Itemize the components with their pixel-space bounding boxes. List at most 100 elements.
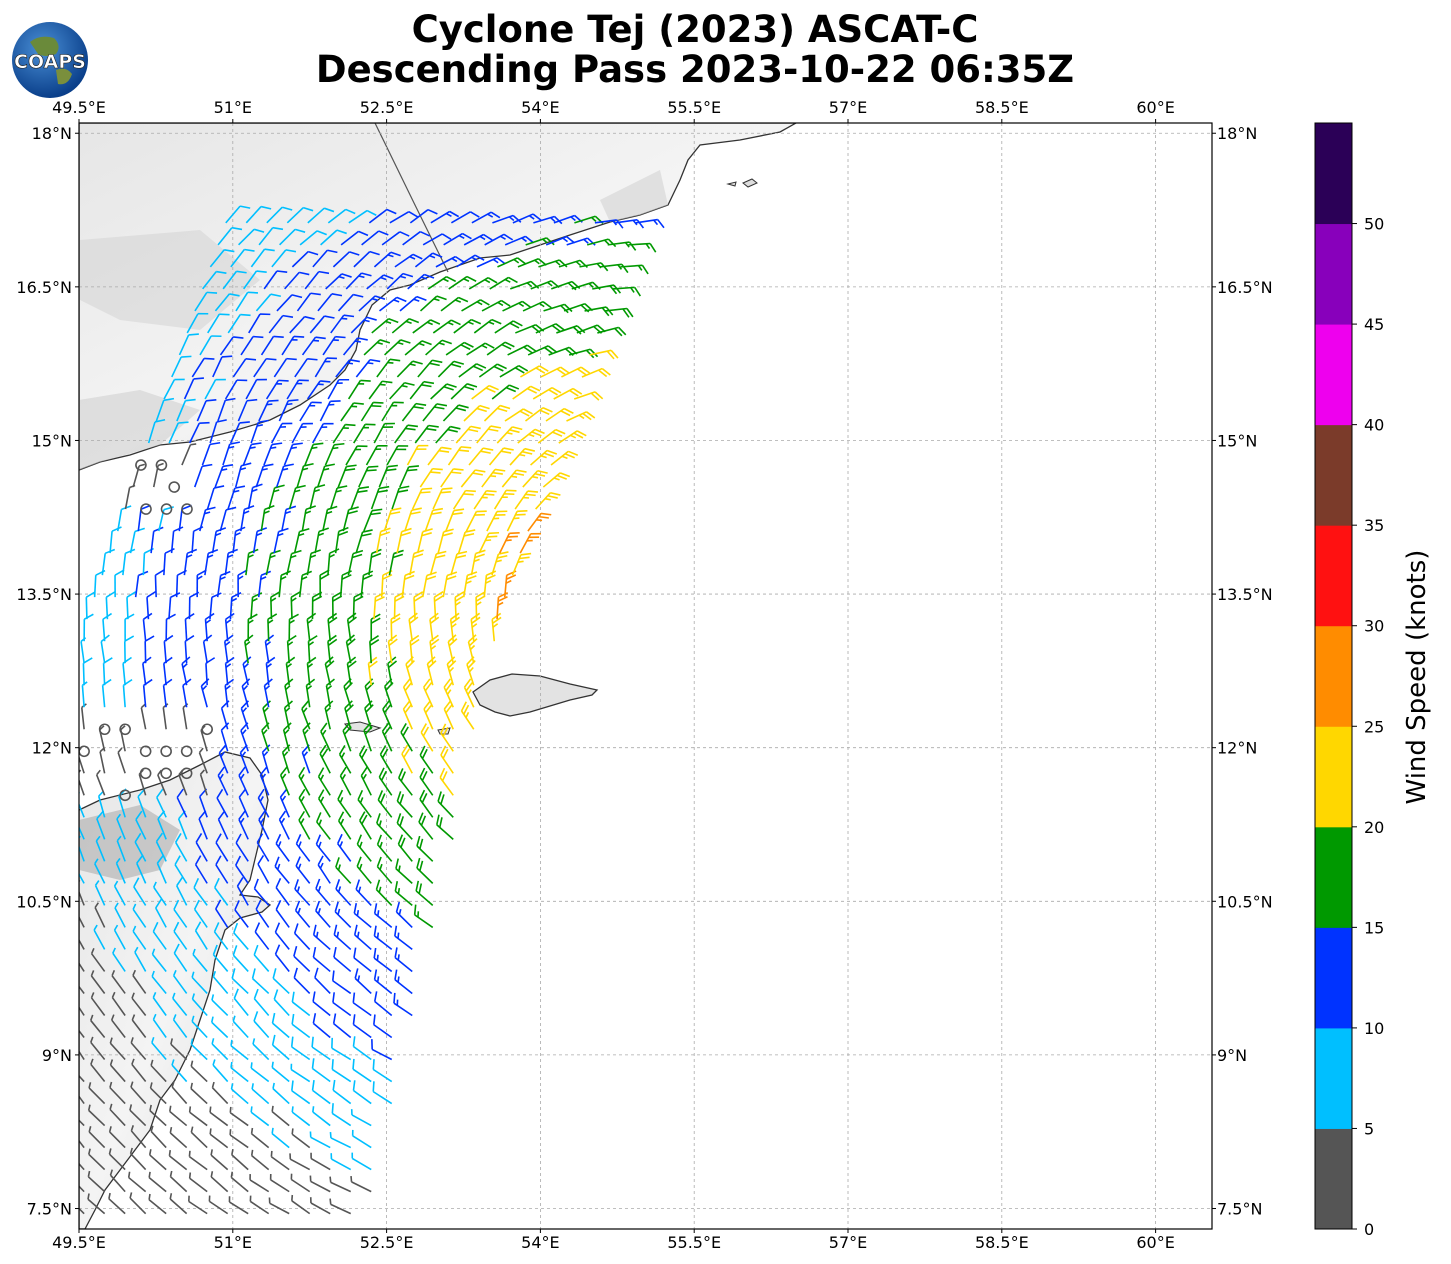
wind-barb: [171, 1059, 188, 1083]
wind-barb: [90, 1058, 106, 1083]
wind-barb: [108, 1192, 126, 1215]
wind-barb: [113, 924, 126, 950]
wind-barb: [234, 462, 252, 488]
wind-barb: [353, 924, 372, 951]
wind-barb: [310, 1152, 331, 1171]
wind-barb: [478, 531, 500, 554]
wind-barb: [214, 464, 234, 488]
wind-barb: [413, 591, 424, 620]
wind-barb: [481, 468, 506, 488]
wind-barb: [311, 422, 334, 444]
wind-barb: [419, 789, 434, 818]
wind-barb: [209, 1128, 229, 1149]
wind-barb: [264, 634, 275, 664]
wind-barb: [476, 425, 502, 444]
wind-barb: [176, 398, 196, 422]
wind-barb: [309, 1175, 331, 1193]
wind-barb: [291, 1128, 311, 1149]
wind-barb: [272, 968, 290, 995]
wind-barb: [156, 788, 167, 818]
wind-barb: [93, 924, 106, 950]
wind-barb: [152, 921, 167, 950]
wind-barb: [170, 1038, 188, 1061]
wind-barb: [233, 922, 249, 950]
wind-barb: [148, 1171, 167, 1193]
wind-barb: [79, 813, 85, 840]
wind-barb: [257, 788, 270, 818]
wind-barb: [108, 1126, 126, 1149]
wind-barb: [421, 571, 437, 598]
wind-barb: [327, 634, 338, 664]
wind-barb: [152, 991, 167, 1016]
wind-barb: [373, 991, 393, 1017]
wind-barb: [285, 656, 296, 686]
colorbar-tick-label: 25: [1364, 717, 1384, 736]
wind-barb: [517, 428, 545, 444]
wind-barb: [312, 991, 331, 1017]
wind-barb: [79, 996, 85, 1016]
wind-barb: [154, 898, 167, 928]
wind-barb: [250, 1106, 270, 1127]
wind-barb: [493, 489, 517, 510]
wind-barb: [218, 744, 229, 774]
wind-barb: [337, 811, 352, 840]
wind-barb: [90, 970, 106, 994]
wind-barb: [339, 570, 352, 598]
wind-barb: [276, 463, 294, 488]
wind-barb: [331, 1037, 352, 1061]
wind-barb: [352, 1058, 372, 1083]
wind-barb: [288, 613, 299, 642]
wind-barb: [142, 656, 152, 686]
arabia-shading-2: [79, 390, 200, 470]
wind-barb: [275, 833, 290, 862]
wind-barb: [455, 425, 481, 444]
wind-barb: [168, 481, 181, 493]
wind-barb: [302, 722, 311, 752]
wind-barb: [147, 418, 166, 444]
wind-barb: [447, 446, 472, 466]
wind-barb: [79, 1064, 85, 1083]
wind-barb: [306, 380, 331, 400]
wind-barb: [217, 810, 229, 840]
wind-barb: [401, 744, 413, 774]
wind-barb: [237, 398, 258, 422]
wind-barb: [83, 613, 94, 642]
wind-barb: [173, 899, 188, 928]
wind-barb: [311, 1058, 331, 1083]
wind-barb: [212, 944, 229, 972]
wind-barb: [364, 700, 374, 730]
wind-barb: [506, 510, 528, 532]
wind-barb: [256, 833, 270, 862]
wind-barb: [278, 570, 291, 598]
wind-barb: [419, 767, 434, 796]
wind-barb: [357, 789, 372, 818]
wind-barb: [325, 678, 335, 708]
wind-barb: [131, 992, 147, 1016]
wind-barb: [301, 700, 311, 730]
wind-barb: [201, 723, 213, 736]
wind-barb: [370, 485, 390, 510]
wind-barb: [282, 722, 292, 752]
wind-barb: [219, 506, 237, 532]
wind-barb: [163, 547, 175, 576]
wind-barb: [331, 1059, 352, 1083]
wind-barb: [295, 856, 311, 884]
wind-barb: [165, 613, 176, 642]
wind-barb: [224, 379, 248, 400]
colorbar-tick-label: 35: [1364, 516, 1384, 535]
wind-barb: [275, 877, 290, 906]
wind-barb: [423, 700, 434, 730]
wind-barb: [231, 1149, 249, 1171]
wind-barb: [270, 422, 293, 444]
wind-barb: [315, 900, 331, 928]
wind-barb: [258, 399, 279, 422]
wind-barb: [413, 904, 434, 929]
wind-barb: [168, 421, 189, 444]
wind-barb: [79, 835, 85, 862]
wind-barb: [279, 788, 290, 818]
colorbar-tick-label: 5: [1364, 1119, 1374, 1138]
wind-barb: [293, 923, 311, 950]
wind-barb: [337, 789, 352, 818]
wind-barb: [271, 1061, 290, 1083]
